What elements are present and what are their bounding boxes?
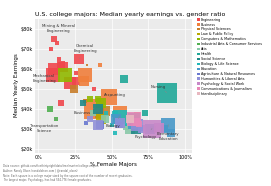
Text: Mechanical
Engineering: Mechanical Engineering [32, 74, 56, 83]
Point [83, 73, 87, 76]
Point [134, 113, 139, 116]
Point [164, 91, 169, 94]
Point [54, 117, 58, 120]
Text: Nursing: Nursing [151, 85, 167, 93]
Point [140, 127, 144, 130]
Point [59, 63, 63, 66]
Text: Data source: github.com/fivethirtyeight/data/tree/master/college-majors
Author: : Data source: github.com/fivethirtyeight/… [3, 164, 132, 182]
Point [135, 123, 140, 126]
Point [118, 115, 122, 118]
Point [134, 120, 139, 123]
Point [48, 107, 52, 110]
Point [112, 112, 117, 115]
Point [51, 67, 56, 70]
X-axis label: % Female Majors: % Female Majors [91, 162, 137, 167]
Point [110, 123, 115, 126]
Point [124, 123, 128, 126]
Point [103, 117, 107, 120]
Point [81, 101, 85, 104]
Point [131, 122, 135, 125]
Point [49, 47, 54, 50]
Point [61, 65, 65, 68]
Point [68, 81, 73, 84]
Point [98, 63, 102, 66]
Y-axis label: Median Yearly Earnings: Median Yearly Earnings [14, 54, 19, 117]
Point [134, 127, 138, 130]
Text: Transportation
Science: Transportation Science [30, 118, 58, 133]
Point [148, 127, 152, 130]
Point [95, 113, 100, 116]
Point [92, 107, 96, 110]
Text: Biology: Biology [106, 117, 120, 128]
Point [92, 87, 96, 90]
Point [169, 131, 173, 134]
Text: Mining & Mineral
Engineering: Mining & Mineral Engineering [42, 24, 75, 39]
Point [151, 127, 156, 130]
Point [118, 121, 122, 124]
Point [57, 57, 62, 60]
Point [128, 115, 133, 118]
Text: Chemical
Engineering: Chemical Engineering [73, 44, 97, 59]
Point [59, 101, 63, 104]
Point [74, 79, 79, 82]
Point [88, 97, 92, 100]
Point [77, 57, 82, 60]
Point [112, 131, 117, 134]
Point [128, 117, 132, 120]
Point [91, 111, 95, 114]
Point [62, 73, 67, 76]
Point [73, 71, 78, 74]
Point [55, 41, 59, 44]
Point [150, 127, 154, 130]
Point [99, 101, 104, 104]
Point [51, 37, 56, 40]
Point [132, 117, 137, 120]
Point [51, 73, 55, 76]
Text: Accounting: Accounting [104, 93, 125, 97]
Point [83, 99, 87, 102]
Point [88, 117, 92, 120]
Point [162, 127, 166, 130]
Point [98, 123, 102, 126]
Point [84, 121, 88, 124]
Point [85, 63, 89, 66]
Legend: Engineering, Business, Physical Sciences, Law & Public Policy, Computers & Mathe: Engineering, Business, Physical Sciences… [197, 18, 262, 96]
Text: Business: Business [74, 109, 94, 115]
Point [95, 107, 100, 110]
Point [137, 122, 141, 125]
Point [103, 109, 107, 112]
Point [107, 95, 112, 98]
Point [104, 111, 108, 114]
Point [128, 127, 132, 130]
Text: Psychology: Psychology [134, 129, 156, 139]
Point [72, 87, 76, 90]
Point [166, 123, 170, 126]
Point [124, 117, 128, 120]
Point [124, 125, 128, 128]
Text: U.S. college majors: Median yearly earnings vs. gender ratio: U.S. college majors: Median yearly earni… [35, 12, 225, 17]
Point [156, 126, 161, 129]
Point [95, 97, 100, 100]
Point [98, 117, 103, 120]
Point [95, 123, 100, 126]
Point [118, 111, 122, 114]
Point [82, 79, 87, 82]
Point [122, 77, 126, 80]
Point [143, 111, 147, 114]
Point [114, 117, 118, 120]
Point [118, 123, 122, 126]
Text: Elementary
Education: Elementary Education [157, 125, 179, 141]
Point [132, 117, 137, 120]
